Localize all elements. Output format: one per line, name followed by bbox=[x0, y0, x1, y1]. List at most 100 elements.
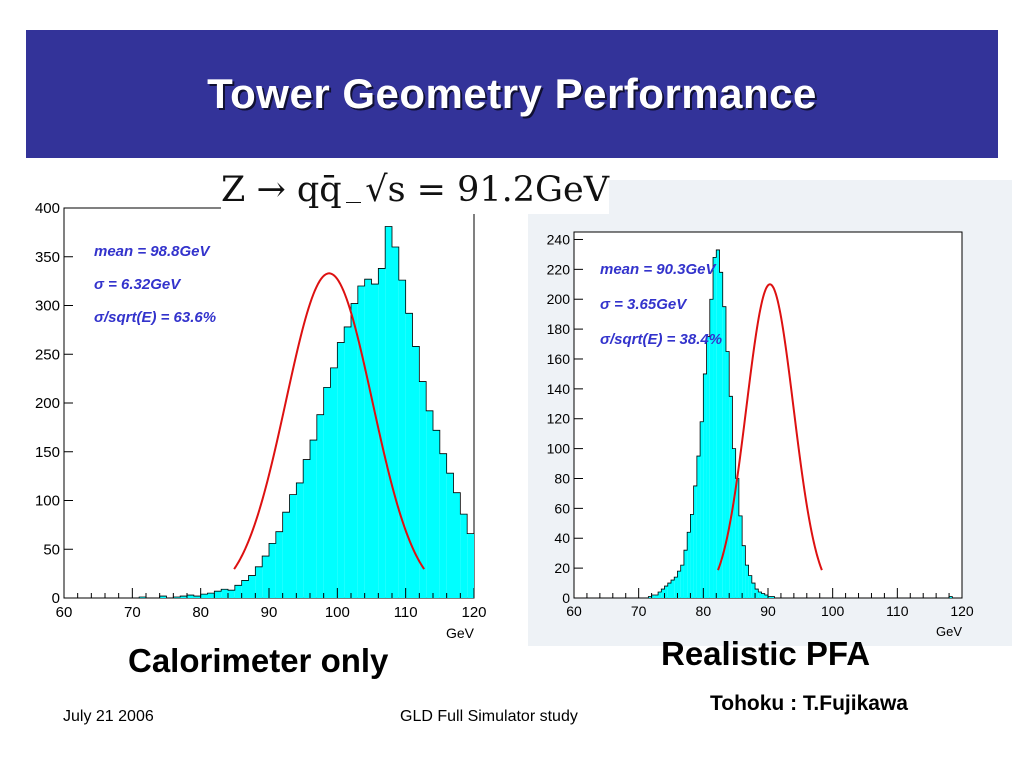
histogram-bar bbox=[241, 580, 249, 598]
histogram-bar bbox=[771, 596, 775, 598]
y-tick-label: 350 bbox=[35, 249, 60, 266]
histogram-bar bbox=[269, 543, 276, 598]
histogram-bar bbox=[700, 421, 704, 598]
histogram-bar bbox=[725, 351, 730, 598]
y-tick-label: 80 bbox=[554, 470, 570, 486]
histogram-bar bbox=[703, 373, 707, 598]
histogram-bar bbox=[751, 583, 756, 598]
histogram-bar bbox=[667, 583, 671, 598]
slide-title: Tower Geometry Performance bbox=[207, 70, 817, 117]
histogram-bar bbox=[139, 597, 146, 598]
x-tick-label: 60 bbox=[56, 604, 73, 621]
histogram-calorimeter-only: 0 50 100 150 200 250 300 350 400 60 70 80 90 100 110 12… bbox=[35, 200, 487, 641]
histogram-bar bbox=[214, 591, 222, 598]
histogram-bar bbox=[648, 596, 652, 598]
histogram-bar bbox=[255, 566, 263, 598]
stat-line: σ/sqrt(E) = 38.4% bbox=[600, 331, 722, 348]
x-tick-label: 80 bbox=[192, 604, 209, 621]
histogram-bar bbox=[221, 589, 228, 598]
histogram-bar bbox=[303, 459, 310, 598]
y-tick-label: 300 bbox=[35, 298, 60, 315]
formula-separator bbox=[345, 178, 362, 203]
x-tick-label: 60 bbox=[566, 603, 582, 619]
gaussian-fit-curve bbox=[717, 283, 823, 571]
y-tick-label: 200 bbox=[35, 395, 60, 412]
histogram-bar bbox=[200, 594, 208, 598]
y-tick-label: 20 bbox=[554, 560, 570, 576]
x-tick-label: 110 bbox=[886, 603, 909, 619]
histogram-bar bbox=[732, 448, 736, 598]
histogram-bar bbox=[768, 596, 772, 598]
author-credit: Tohoku : T.Fujikawa bbox=[710, 692, 908, 715]
histogram-bar bbox=[709, 299, 714, 598]
x-axis-label: GeV bbox=[936, 624, 962, 639]
histogram-bar bbox=[460, 514, 468, 598]
y-tick-label: 240 bbox=[547, 231, 571, 247]
histogram-bar bbox=[412, 346, 420, 598]
plot-frame bbox=[573, 231, 963, 599]
histogram-bar bbox=[719, 272, 723, 598]
caption-realistic-pfa: Realistic PFA bbox=[661, 635, 871, 672]
histogram-bar bbox=[661, 589, 665, 598]
histogram-bar bbox=[275, 531, 283, 598]
y-tick-label: 220 bbox=[547, 261, 571, 277]
x-tick-label: 90 bbox=[261, 604, 278, 621]
y-tick-label: 120 bbox=[547, 411, 571, 427]
histogram-bar bbox=[323, 387, 331, 598]
histogram-bar bbox=[729, 396, 733, 598]
histogram-bar bbox=[690, 514, 694, 598]
caption-calorimeter-only: Calorimeter only bbox=[128, 642, 389, 679]
x-axis-label: GeV bbox=[446, 625, 475, 641]
chart-realistic-pfa: 0 20 40 60 80 100 120 140 160 180 200 220 240 60 70 80 9… bbox=[528, 180, 1012, 646]
histogram-bar bbox=[713, 257, 717, 598]
gaussian-fit-curve bbox=[233, 272, 425, 570]
histogram-bar bbox=[173, 597, 181, 598]
histogram-bar bbox=[674, 577, 678, 598]
y-tick-label: 50 bbox=[43, 541, 60, 558]
y-tick-label: 400 bbox=[35, 200, 60, 217]
histogram-bar bbox=[289, 494, 297, 598]
x-tick-label: 120 bbox=[461, 604, 486, 621]
histogram-outline bbox=[574, 249, 962, 599]
y-tick-label: 100 bbox=[35, 493, 60, 510]
stat-line: mean = 98.8GeV bbox=[94, 243, 211, 260]
histogram-bar bbox=[248, 575, 256, 598]
histogram-bar bbox=[677, 571, 681, 598]
stat-line: σ = 3.65GeV bbox=[600, 296, 688, 313]
histogram-bar bbox=[405, 313, 413, 598]
histogram-bar bbox=[344, 326, 351, 598]
histogram-bar bbox=[180, 596, 187, 598]
y-tick-label: 0 bbox=[562, 590, 570, 606]
histogram-bar bbox=[706, 336, 710, 598]
y-tick-label: 250 bbox=[35, 346, 60, 363]
histogram-realistic-pfa: 0 20 40 60 80 100 120 140 160 180 200 220 240 60 70 80 9… bbox=[547, 231, 974, 639]
histogram-bar bbox=[330, 367, 338, 598]
histogram-bar bbox=[385, 226, 392, 598]
histogram-bar bbox=[658, 592, 662, 598]
histogram-bar bbox=[748, 575, 752, 598]
histogram-bar bbox=[680, 565, 684, 598]
histogram-bar bbox=[398, 280, 406, 598]
x-tick-label: 110 bbox=[394, 604, 418, 621]
histogram-bar bbox=[687, 532, 691, 598]
y-tick-label: 150 bbox=[35, 444, 60, 461]
histogram-bar bbox=[446, 473, 454, 598]
y-tick-label: 60 bbox=[554, 500, 570, 516]
histogram-bar bbox=[664, 586, 668, 598]
histogram-bar bbox=[159, 596, 167, 598]
histogram-bar bbox=[234, 585, 242, 598]
histogram-bar bbox=[207, 593, 215, 598]
stat-line: σ = 6.32GeV bbox=[94, 276, 182, 293]
x-tick-label: 100 bbox=[325, 604, 350, 621]
y-tick-label: 40 bbox=[554, 530, 570, 546]
histogram-bar bbox=[755, 589, 759, 598]
stat-line: mean = 90.3GeV bbox=[600, 261, 717, 278]
histogram-bar bbox=[262, 556, 269, 598]
histogram-bar bbox=[439, 453, 447, 598]
histogram-bar bbox=[419, 381, 427, 598]
histogram-bar bbox=[764, 595, 768, 598]
histogram-bar bbox=[671, 580, 675, 598]
x-tick-label: 100 bbox=[821, 603, 845, 619]
physics-formula: Z → qq̄ √s = 91.2GeV bbox=[221, 166, 609, 214]
histogram-bar bbox=[745, 565, 749, 598]
